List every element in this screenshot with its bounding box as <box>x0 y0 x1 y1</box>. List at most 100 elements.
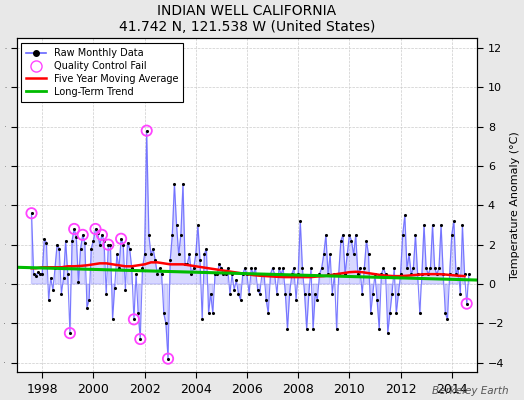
Point <box>384 330 392 336</box>
Point <box>332 326 341 332</box>
Point <box>322 232 330 238</box>
Point <box>328 291 336 297</box>
Point <box>183 261 191 268</box>
Point <box>277 271 285 277</box>
Point <box>179 180 187 187</box>
Point <box>358 291 366 297</box>
Point <box>424 271 432 277</box>
Point <box>115 265 123 272</box>
Point <box>89 238 97 244</box>
Point <box>437 222 445 228</box>
Point <box>66 330 74 336</box>
Point <box>279 265 288 272</box>
Point <box>409 265 418 272</box>
Point <box>87 246 95 252</box>
Point <box>34 269 42 275</box>
Point <box>151 257 159 264</box>
Point <box>211 271 219 277</box>
Point <box>262 296 270 303</box>
Point <box>450 218 458 224</box>
Point <box>204 310 213 317</box>
Point <box>388 291 396 297</box>
Point <box>226 291 234 297</box>
Point <box>196 257 204 264</box>
Point <box>416 310 424 317</box>
Point <box>155 265 163 272</box>
Point <box>117 236 125 242</box>
Point <box>134 310 143 317</box>
Point <box>160 310 168 317</box>
Point <box>281 291 290 297</box>
Point <box>396 271 405 277</box>
Point <box>85 296 93 303</box>
Point <box>149 246 157 252</box>
Point <box>106 242 115 248</box>
Point <box>113 251 121 258</box>
Point <box>140 251 149 258</box>
Point <box>57 291 66 297</box>
Point <box>40 236 49 242</box>
Point <box>256 291 264 297</box>
Point <box>268 265 277 272</box>
Point <box>72 234 81 240</box>
Point <box>441 310 450 317</box>
Point <box>307 265 315 272</box>
Point <box>298 265 307 272</box>
Point <box>138 265 147 272</box>
Point <box>243 271 251 277</box>
Point <box>334 271 343 277</box>
Point <box>119 242 127 248</box>
Point <box>461 271 469 277</box>
Point <box>381 271 390 277</box>
Point <box>241 265 249 272</box>
Point <box>217 265 225 272</box>
Point <box>407 271 416 277</box>
Point <box>38 271 47 277</box>
Point <box>292 296 300 303</box>
Point <box>354 271 362 277</box>
Point <box>431 265 439 272</box>
Point <box>309 326 318 332</box>
Point <box>302 326 311 332</box>
Point <box>445 271 454 277</box>
Point <box>371 271 379 277</box>
Point <box>258 271 266 277</box>
Point <box>164 356 172 362</box>
Point <box>290 265 298 272</box>
Point <box>347 238 356 244</box>
Point <box>350 251 358 258</box>
Point <box>166 257 174 264</box>
Point <box>157 271 166 277</box>
Point <box>447 232 456 238</box>
Point <box>377 271 386 277</box>
Point <box>123 240 132 246</box>
Point <box>47 275 55 281</box>
Point <box>111 285 119 291</box>
Point <box>362 238 370 244</box>
Point <box>185 251 193 258</box>
Point <box>220 271 228 277</box>
Title: INDIAN WELL CALIFORNIA
41.742 N, 121.538 W (United States): INDIAN WELL CALIFORNIA 41.742 N, 121.538… <box>119 4 375 34</box>
Point <box>27 210 36 216</box>
Point <box>394 291 402 297</box>
Point <box>418 271 426 277</box>
Point <box>315 271 324 277</box>
Point <box>245 291 253 297</box>
Point <box>200 251 209 258</box>
Point <box>102 291 111 297</box>
Point <box>91 226 100 232</box>
Point <box>236 296 245 303</box>
Point <box>435 265 443 272</box>
Point <box>433 271 441 277</box>
Point <box>463 300 471 307</box>
Point <box>339 232 347 238</box>
Point <box>247 265 255 272</box>
Point <box>136 336 145 342</box>
Point <box>66 330 74 336</box>
Point <box>192 251 200 258</box>
Point <box>42 240 51 246</box>
Point <box>187 271 195 277</box>
Point <box>104 242 113 248</box>
Point <box>45 296 53 303</box>
Point <box>403 265 411 272</box>
